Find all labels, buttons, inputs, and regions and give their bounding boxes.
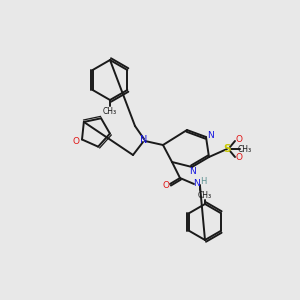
Text: O: O (236, 154, 242, 163)
Text: CH₃: CH₃ (198, 191, 212, 200)
Text: H: H (200, 178, 206, 187)
Text: CH₃: CH₃ (238, 145, 252, 154)
Text: S: S (223, 144, 231, 154)
Text: N: N (140, 135, 148, 145)
Text: N: N (190, 167, 196, 176)
Text: O: O (163, 182, 170, 190)
Text: O: O (73, 137, 80, 146)
Text: N: N (194, 178, 200, 188)
Text: CH₃: CH₃ (103, 106, 117, 116)
Text: N: N (208, 131, 214, 140)
Text: O: O (236, 136, 242, 145)
